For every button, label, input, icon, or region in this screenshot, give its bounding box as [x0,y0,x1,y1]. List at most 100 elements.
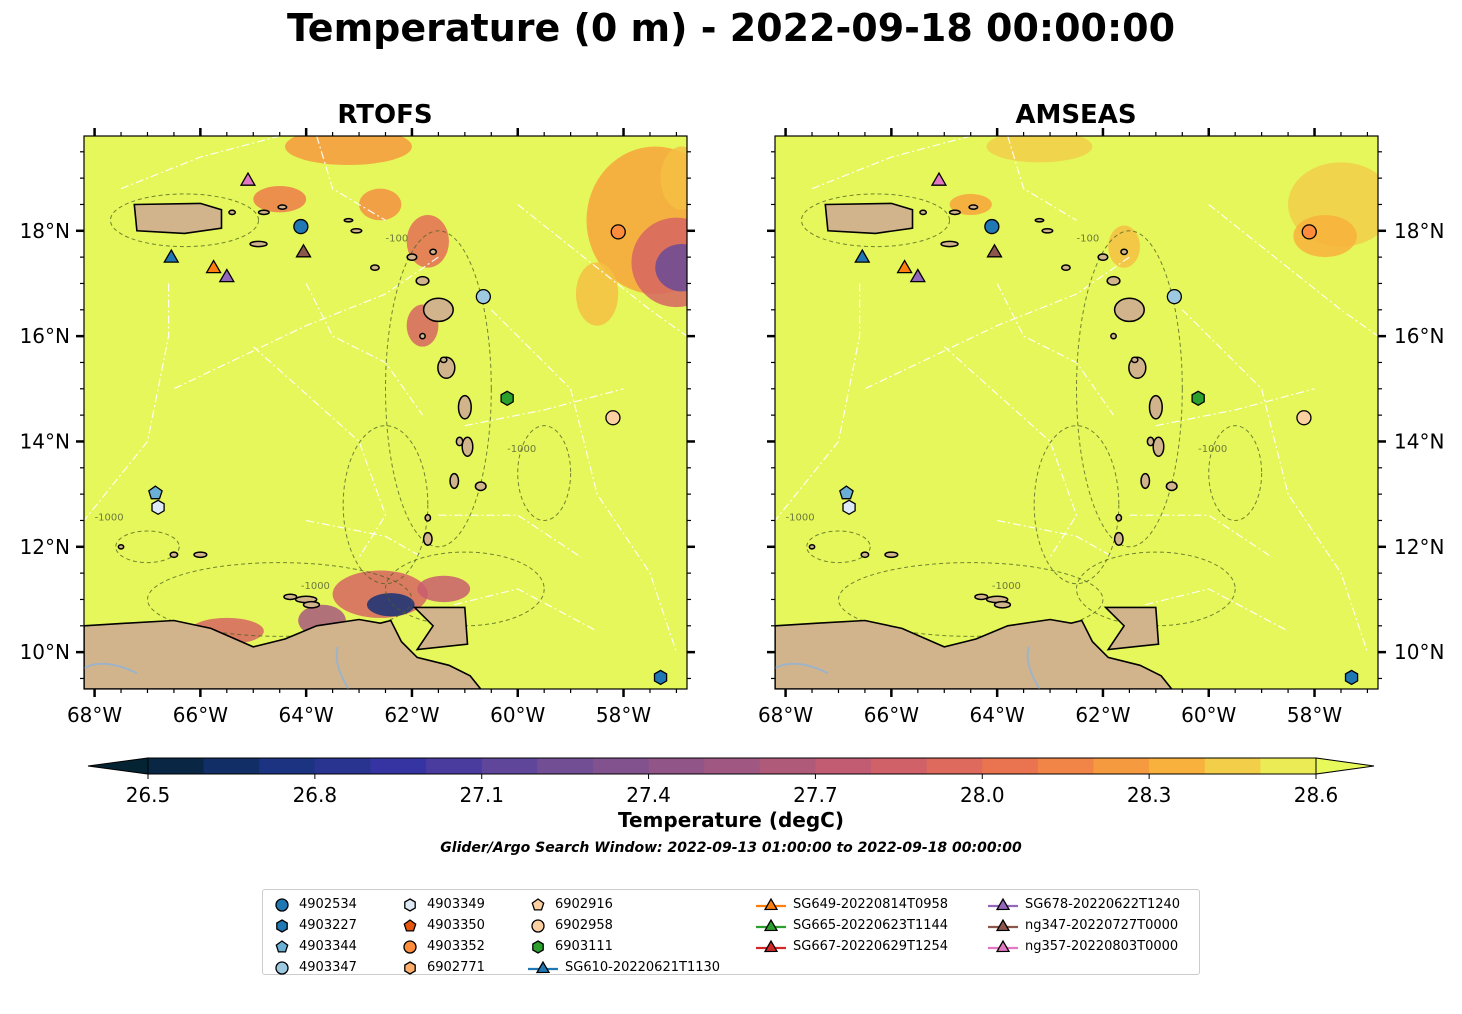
colorbar: 26.5 26.8 27.1 27.4 27.7 28.0 28.3 28.6 [87,757,1375,807]
eez-boundary [120,136,280,190]
legend-label: 4903352 [427,939,485,954]
land-island [808,543,816,550]
marker-SG610-20220621T1130 [854,248,871,263]
land-island [1113,531,1124,546]
colorbar-segment [426,758,483,774]
legend-label: 6902916 [555,897,613,912]
isobath-label: -1000 [992,581,1021,592]
temperature-blob [1108,225,1140,268]
legend: 4902534 4903227 4903344 4903347 4903349 49033… [262,889,1200,975]
land-island [422,297,454,323]
isobath-contour [115,530,180,564]
eez-boundary [996,283,1114,416]
colorbar-tick-label: 27.4 [626,783,671,807]
isobath-label: -100 [1077,233,1100,244]
legend-item: 4903352 [399,936,485,957]
land-south-america [775,618,1173,689]
land-island [727,532,738,540]
colorbar-tick-label: 28.6 [1294,783,1339,807]
land-island [457,394,472,420]
marker-4903344 [148,485,163,500]
legend-marker-circle-icon [275,960,289,975]
land-island [406,253,418,262]
legend-symbol [275,960,289,975]
isobath-contour [1076,230,1183,548]
marker-4903349 [842,499,856,516]
colorbar-segment [871,758,928,774]
isobath-label: -100 [386,233,409,244]
eez-boundary [490,309,677,653]
temperature-blob [631,217,687,308]
isobath-contour [385,230,492,548]
legend-marker-pentagon-icon [275,939,289,953]
legend-item: 4903344 [271,936,357,957]
land-puerto-rico [824,202,914,235]
land-island [1146,436,1155,447]
marker-ng357-20220803T0000 [239,171,257,186]
eez-boundary [1145,588,1289,632]
land-island [422,531,433,546]
land-island [1113,297,1145,323]
land-south-america [84,618,482,689]
marker-4902534 [293,218,309,235]
legend-column: 4902534 4903227 4903344 4903347 [271,894,357,978]
legend-symbol [763,939,779,952]
legend-item: 4903350 [399,915,485,936]
isobath-label: -1000 [507,444,536,455]
colorbar-segment [704,758,761,774]
map-frame [774,135,1379,690]
legend-marker-circle-icon [403,939,417,954]
marker-ng347-20220727T0000 [295,243,312,258]
land-island [1115,513,1123,522]
land-island [1148,394,1163,420]
x-tick-label: 60°W [490,703,545,727]
legend-symbol [995,897,1011,910]
land-island [429,248,438,256]
isobath-label: -1000 [1198,444,1227,455]
x-tick-label: 64°W [970,703,1025,727]
colorbar-segment [982,758,1039,774]
temperature-blob [655,243,687,292]
colorbar-tick-label: 26.8 [293,783,338,807]
legend-label: 6903111 [555,939,613,954]
y-tick-label: 10°N [1394,640,1444,664]
land-island [369,264,380,272]
isobath-contour [806,530,871,564]
legend-symbol [276,918,288,933]
page-title: Temperature (0 m) - 2022-09-18 00:00:00 [286,6,1176,50]
isobath-contour [109,193,260,248]
eez-boundary [84,283,170,521]
marker-4903352 [610,224,626,240]
land-island [283,593,298,601]
y-tick-label: 14°N [1394,429,1444,453]
temperature-blob [660,146,687,210]
eez-boundary [1181,309,1368,653]
land-island [437,356,456,380]
temperature-blob [189,617,264,645]
legend-label: ng347-20220727T0000 [1025,918,1179,933]
land-island [302,600,321,609]
map-amseas: -100 -1000 -1000 -1000 68°W 66°W 64°W 62°W 60°W 5… [727,128,1444,727]
land-island [968,204,979,210]
land-island [343,217,354,223]
legend-item: SG610-20220621T1130 [527,957,720,978]
legend-marker-circle-icon [275,897,289,912]
legend-marker-triangle-icon [988,897,1018,910]
colorbar-extend-low [87,757,149,775]
legend-marker-triangle-icon [988,939,1018,952]
colorbar-segment [592,758,650,774]
ocean-background [775,136,1378,689]
eez-boundary [864,256,1130,390]
marker-SG678-20220622T1240 [218,268,235,283]
y-tick-label: 12°N [1394,535,1444,559]
isobath-label: -1000 [95,512,124,523]
colorbar-segment [1037,758,1095,774]
legend-item: ng357-20220803T0000 [987,936,1180,957]
colorbar-label: Temperature (degC) [618,808,844,832]
eez-boundary [305,283,423,416]
map-rtofs: -100 -1000 -1000 -1000 68°W 66°W 64°W 62°W 60°W 5… [20,128,695,727]
eez-boundary [316,136,386,221]
land-island [985,595,1009,604]
legend-symbol [763,897,779,910]
